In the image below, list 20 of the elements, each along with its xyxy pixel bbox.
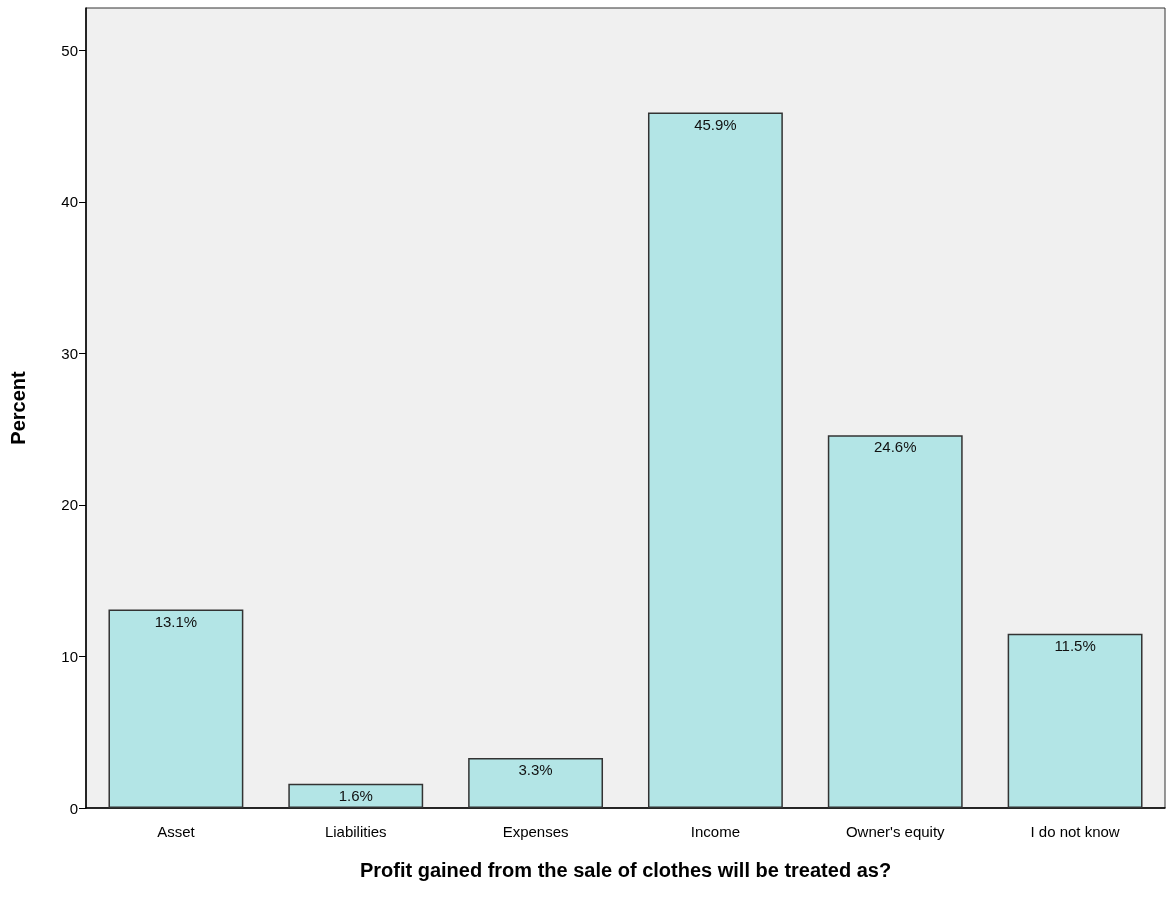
y-tick-label: 40 bbox=[61, 193, 78, 211]
x-tick-label: Liabilities bbox=[324, 823, 387, 840]
x-tick-label: Owner's equity bbox=[845, 823, 946, 840]
y-tick-label: 50 bbox=[61, 41, 78, 59]
y-axis-title: Percent bbox=[7, 370, 29, 445]
data-label: 24.6% bbox=[873, 438, 917, 456]
y-tick-label: 0 bbox=[69, 799, 78, 817]
data-label: 45.9% bbox=[694, 115, 737, 133]
data-label: 3.3% bbox=[518, 761, 553, 778]
y-tick-label: 20 bbox=[61, 496, 78, 514]
data-label: 13.1% bbox=[154, 612, 198, 630]
y-tick-label: 10 bbox=[61, 647, 78, 665]
data-label: 1.6% bbox=[338, 786, 373, 804]
x-axis-title: Profit gained from the sale of clothes will be treated as? bbox=[359, 859, 892, 881]
y-tick-label: 30 bbox=[61, 344, 78, 362]
x-tick-label: Expenses bbox=[502, 823, 569, 840]
data-label: 11.5% bbox=[1054, 636, 1096, 654]
x-tick-label: Income bbox=[690, 823, 741, 840]
x-tick-label: Asset bbox=[157, 823, 196, 840]
x-tick-label: I do not know bbox=[1030, 823, 1120, 840]
